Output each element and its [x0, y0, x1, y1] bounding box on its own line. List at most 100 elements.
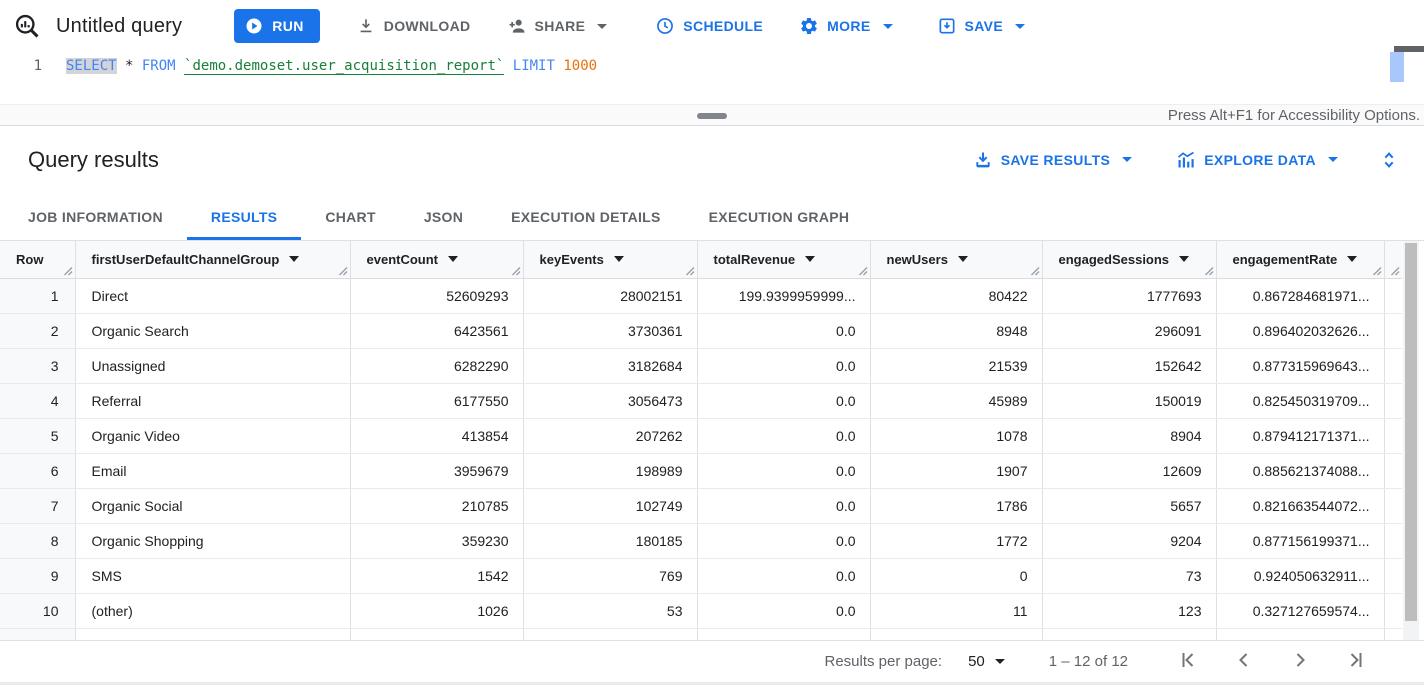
editor-scrollbar-thumb[interactable] [1390, 52, 1404, 82]
cell-eventCount: 337 [350, 628, 524, 640]
next-page-button[interactable] [1288, 648, 1312, 675]
table-row: 9 SMS 1542 769 0.0 0 73 0.924050632911... [0, 558, 1402, 594]
tab-job-information[interactable]: JOB INFORMATION [28, 208, 163, 225]
cell-row: 8 [0, 523, 76, 559]
query-results-header: Query results SAVE RESULTS EXPLORE DATA [0, 126, 1424, 193]
editor-line-number: 1 [33, 58, 42, 74]
tab-results[interactable]: RESULTS [186, 193, 302, 240]
cell-eventCount: 6177550 [350, 383, 524, 419]
editor-minimap-bar[interactable] [1394, 46, 1424, 52]
save-button[interactable]: SAVE [937, 16, 1026, 36]
column-menu-icon[interactable] [957, 256, 968, 263]
column-resize-handle[interactable] [1390, 266, 1400, 276]
cell-engagedSessions: 152642 [1042, 348, 1217, 384]
cell-keyEvents: 198989 [523, 453, 698, 489]
cell-channel: Email [75, 453, 351, 489]
column-menu-icon[interactable] [1179, 256, 1190, 263]
column-resize-handle[interactable] [858, 266, 868, 276]
cell-newUsers: 1786 [870, 488, 1043, 524]
save-results-download-icon [973, 150, 993, 170]
column-menu-icon[interactable] [805, 256, 816, 263]
column-header-keyEvents[interactable]: keyEvents [523, 241, 698, 279]
tab-execution-details[interactable]: EXECUTION DETAILS [511, 208, 661, 225]
column-header-totalRevenue[interactable]: totalRevenue [697, 241, 871, 279]
cell-channel: SMS [75, 558, 351, 594]
explore-data-chart-icon [1176, 150, 1196, 170]
results-pagination-bar: Results per page: 50 1 – 12 of 12 [0, 640, 1424, 682]
cell-channel: Organic Video [75, 418, 351, 454]
table-row: 4 Referral 6177550 3056473 0.0 45989 150019 0.8… [0, 383, 1402, 419]
tab-json[interactable]: JSON [423, 208, 464, 225]
column-resize-handle[interactable] [338, 266, 348, 276]
run-button[interactable]: RUN [234, 9, 320, 43]
cell-totalRevenue: 0.0 [697, 628, 871, 640]
prev-page-button[interactable] [1232, 648, 1256, 675]
column-header-eventCount[interactable]: eventCount [350, 241, 524, 279]
cell-keyEvents: 134 [523, 628, 698, 640]
cell-spacer [1384, 593, 1402, 629]
cell-row: 1 [0, 278, 76, 314]
prev-page-icon [1239, 653, 1248, 667]
cell-spacer [1384, 453, 1402, 489]
column-menu-icon[interactable] [448, 256, 458, 263]
sql-keyword-limit: LIMIT [512, 58, 555, 74]
cell-totalRevenue: 0.0 [697, 523, 871, 559]
explore-data-button[interactable]: EXPLORE DATA [1176, 150, 1338, 170]
cell-eventCount: 6282290 [350, 348, 524, 384]
column-menu-icon[interactable] [613, 256, 624, 263]
tab-execution-graph[interactable]: EXECUTION GRAPH [708, 208, 850, 225]
column-header-engagedSessions[interactable]: engagedSessions [1042, 241, 1217, 279]
column-header-newUsers[interactable]: newUsers [870, 241, 1043, 279]
save-results-button[interactable]: SAVE RESULTS [973, 150, 1133, 170]
sql-code-line[interactable]: SELECT * FROM `demo.demoset.user_acquisi… [66, 58, 598, 75]
cell-channel: (other) [75, 593, 351, 629]
results-table-container: Row firstUserDefaultChannelGroup eventCoun… [0, 241, 1402, 640]
table-row: 11Paid Social3371340.0091.0 [0, 628, 1402, 640]
column-menu-icon[interactable] [1347, 256, 1358, 263]
column-resize-handle[interactable] [1204, 266, 1214, 276]
column-header-row[interactable]: Row [0, 241, 76, 279]
cell-eventCount: 3959679 [350, 453, 524, 489]
cell-keyEvents: 769 [523, 558, 698, 594]
collapse-expand-results-button[interactable] [1378, 149, 1400, 171]
sql-limit-value: 1000 [563, 58, 598, 74]
column-resize-handle[interactable] [63, 266, 73, 276]
cell-keyEvents: 3182684 [523, 348, 698, 384]
cell-engagedSessions: 5657 [1042, 488, 1217, 524]
chevron-down-icon [597, 23, 608, 29]
bottom-scrollbar-track[interactable] [0, 682, 1424, 685]
column-menu-icon[interactable] [289, 256, 300, 263]
cell-spacer [1384, 418, 1402, 454]
first-page-button[interactable] [1176, 648, 1200, 675]
query-magnifier-icon [12, 11, 42, 41]
cell-eventCount: 1026 [350, 593, 524, 629]
column-resize-handle[interactable] [685, 266, 695, 276]
query-title: Untitled query [56, 14, 183, 37]
splitter-drag-handle[interactable] [697, 113, 727, 119]
page-size-select[interactable]: 50 [968, 653, 1005, 670]
table-vertical-scrollbar[interactable] [1403, 241, 1419, 640]
cell-newUsers: 21539 [870, 348, 1043, 384]
column-resize-handle[interactable] [1030, 266, 1040, 276]
sql-editor[interactable]: 1 SELECT * FROM `demo.demoset.user_acqui… [0, 46, 1424, 104]
cell-channel: Organic Search [75, 313, 351, 349]
query-results-title: Query results [28, 146, 159, 172]
last-page-button[interactable] [1344, 648, 1368, 675]
cell-channel: Paid Social [75, 628, 351, 640]
more-button[interactable]: MORE [799, 16, 893, 36]
column-header-channel[interactable]: firstUserDefaultChannelGroup [75, 241, 351, 279]
column-resize-handle[interactable] [1372, 266, 1382, 276]
sql-table-reference[interactable]: `demo.demoset.user_acquisition_report` [184, 58, 505, 75]
cell-engagementRate: 0.821663544072... [1216, 488, 1385, 524]
chevron-down-icon [1122, 157, 1133, 162]
download-button[interactable]: DOWNLOAD [356, 16, 471, 36]
cell-engagedSessions: 296091 [1042, 313, 1217, 349]
cell-keyEvents: 3730361 [523, 313, 698, 349]
schedule-button[interactable]: SCHEDULE [655, 16, 763, 36]
cell-newUsers: 1078 [870, 418, 1043, 454]
share-button[interactable]: SHARE [507, 16, 608, 36]
column-resize-handle[interactable] [511, 266, 521, 276]
column-header-engagementRate[interactable]: engagementRate [1216, 241, 1385, 279]
table-scrollbar-thumb[interactable] [1405, 243, 1417, 621]
tab-chart[interactable]: CHART [325, 208, 376, 225]
